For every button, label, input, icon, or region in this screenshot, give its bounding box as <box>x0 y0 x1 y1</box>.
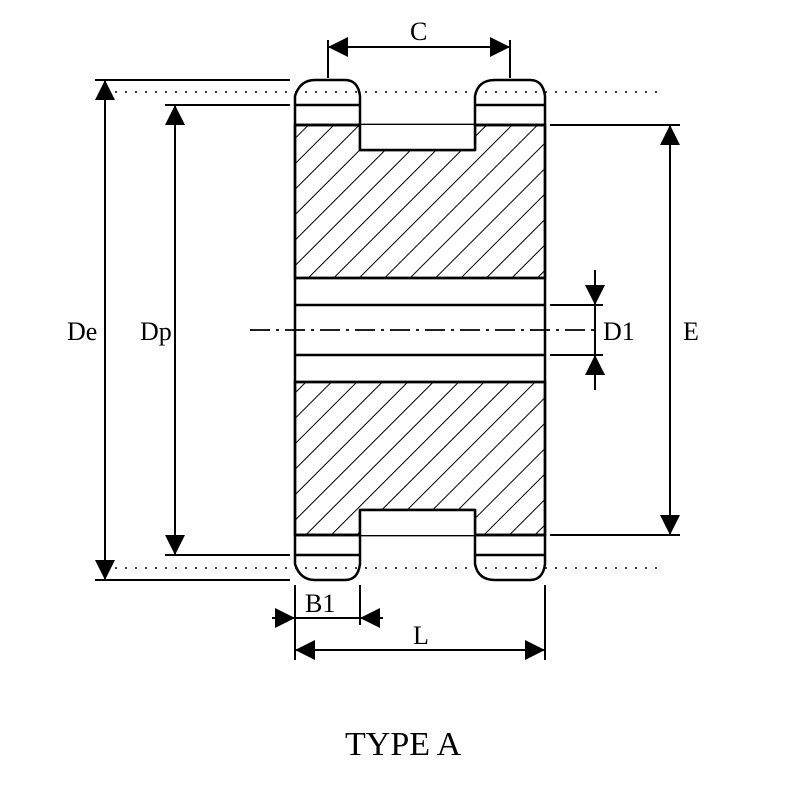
label-c: C <box>410 17 427 46</box>
label-e: E <box>683 317 699 346</box>
label-d1: D1 <box>603 317 635 346</box>
label-dp: Dp <box>140 317 172 346</box>
dim-dp <box>165 105 290 555</box>
label-l: L <box>413 621 429 650</box>
diagram-title: TYPE A <box>345 726 462 763</box>
label-b1: B1 <box>305 589 335 618</box>
label-de: De <box>67 317 97 346</box>
technical-drawing: De Dp C E D1 L B1 <box>0 0 800 800</box>
